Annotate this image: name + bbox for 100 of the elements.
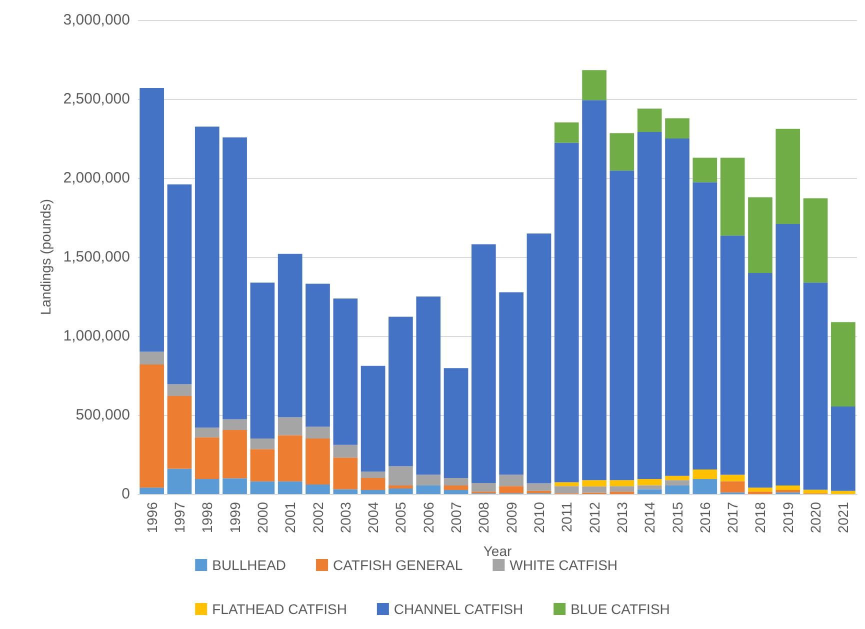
bar bbox=[416, 485, 441, 494]
bar bbox=[748, 197, 772, 273]
bar bbox=[526, 233, 552, 484]
bar bbox=[333, 298, 358, 445]
x-tick-label: 2005 bbox=[392, 502, 409, 534]
bar bbox=[250, 282, 275, 439]
bar bbox=[637, 108, 662, 132]
bar bbox=[250, 438, 275, 450]
bar bbox=[554, 122, 579, 143]
x-tick-label: 1996 bbox=[144, 502, 160, 534]
bar bbox=[194, 437, 220, 479]
bar bbox=[554, 482, 579, 486]
bar bbox=[278, 435, 302, 482]
x-tick-label: 2021 bbox=[835, 502, 852, 534]
x-tick-label: 2013 bbox=[614, 502, 630, 534]
legend-label: BLUE CATFISH bbox=[570, 601, 670, 617]
bar bbox=[499, 486, 524, 494]
bar bbox=[222, 430, 247, 478]
x-tick-label: 2007 bbox=[448, 502, 464, 534]
bar bbox=[278, 417, 302, 436]
bar bbox=[720, 236, 745, 475]
legend-label: CHANNEL CATFISH bbox=[394, 601, 524, 617]
bar bbox=[637, 489, 662, 494]
bar bbox=[278, 254, 302, 418]
bar bbox=[360, 478, 386, 490]
bar bbox=[720, 474, 745, 482]
legend-label: WHITE CATFISH bbox=[510, 557, 618, 573]
bar bbox=[637, 132, 662, 479]
bar bbox=[167, 396, 192, 469]
y-tick-label: 3,000,000 bbox=[63, 12, 130, 28]
bar bbox=[333, 458, 358, 490]
bar bbox=[222, 478, 247, 494]
bar bbox=[140, 352, 164, 364]
x-tick-label: 2010 bbox=[530, 502, 547, 534]
bar bbox=[831, 490, 856, 494]
legend-label: BULLHEAD bbox=[212, 557, 286, 573]
bar bbox=[582, 100, 606, 480]
bar bbox=[499, 292, 524, 475]
bar bbox=[222, 419, 247, 430]
x-tick-label: 2002 bbox=[310, 502, 326, 534]
x-tick-label: 2003 bbox=[337, 502, 354, 534]
bar bbox=[140, 364, 164, 488]
bar bbox=[748, 488, 772, 492]
x-tick-label: 2011 bbox=[558, 502, 575, 532]
bar bbox=[250, 449, 275, 482]
x-tick-label: 2012 bbox=[586, 502, 602, 534]
x-tick-label: 2018 bbox=[752, 502, 768, 534]
bar bbox=[306, 426, 330, 439]
x-tick-label: 2008 bbox=[476, 502, 492, 534]
y-tick-label: 1,000,000 bbox=[63, 328, 130, 344]
x-tick-label: 1998 bbox=[199, 502, 216, 534]
bar bbox=[444, 368, 468, 478]
bar bbox=[388, 488, 413, 494]
bar bbox=[665, 480, 690, 486]
bar bbox=[610, 480, 634, 486]
x-tick-label: 2004 bbox=[365, 502, 382, 534]
y-tick-label: 0 bbox=[122, 486, 130, 502]
bar bbox=[167, 384, 192, 396]
x-tick-label: 2001 bbox=[282, 502, 298, 534]
bar bbox=[803, 282, 828, 490]
bar bbox=[582, 486, 606, 493]
x-tick-label: 2015 bbox=[669, 502, 686, 534]
bar bbox=[831, 322, 856, 406]
bar bbox=[222, 137, 247, 420]
bar bbox=[776, 224, 800, 486]
x-tick-label: 2014 bbox=[642, 502, 658, 534]
bar bbox=[692, 478, 718, 494]
x-tick-label: 2019 bbox=[780, 502, 796, 534]
bar bbox=[692, 470, 718, 479]
bar bbox=[526, 483, 552, 491]
bar bbox=[692, 158, 718, 182]
bar bbox=[665, 476, 690, 480]
bar bbox=[444, 485, 468, 490]
bar bbox=[388, 316, 413, 466]
bar bbox=[637, 478, 662, 486]
y-axis-title: Landings (pounds) bbox=[37, 199, 54, 315]
bar bbox=[194, 478, 220, 494]
y-tick-label: 2,000,000 bbox=[63, 170, 130, 186]
bar bbox=[416, 296, 441, 475]
bar bbox=[720, 481, 745, 492]
bar bbox=[416, 474, 441, 486]
bar bbox=[610, 486, 634, 492]
bar bbox=[610, 133, 634, 171]
x-tick-label: 2000 bbox=[254, 502, 270, 534]
bar bbox=[360, 366, 386, 472]
bar bbox=[444, 478, 468, 486]
x-tick-label: 2009 bbox=[503, 502, 520, 534]
bar bbox=[333, 489, 358, 494]
bar bbox=[776, 485, 800, 490]
bar bbox=[665, 485, 690, 494]
bar bbox=[278, 481, 302, 494]
bar bbox=[582, 70, 606, 100]
y-tick-label: 2,500,000 bbox=[63, 90, 130, 108]
bar bbox=[554, 142, 579, 482]
bar bbox=[444, 490, 468, 494]
bar bbox=[306, 284, 330, 427]
bar bbox=[610, 170, 634, 480]
x-tick-label: 1999 bbox=[226, 502, 243, 534]
bar bbox=[140, 488, 164, 494]
bar bbox=[167, 468, 192, 494]
